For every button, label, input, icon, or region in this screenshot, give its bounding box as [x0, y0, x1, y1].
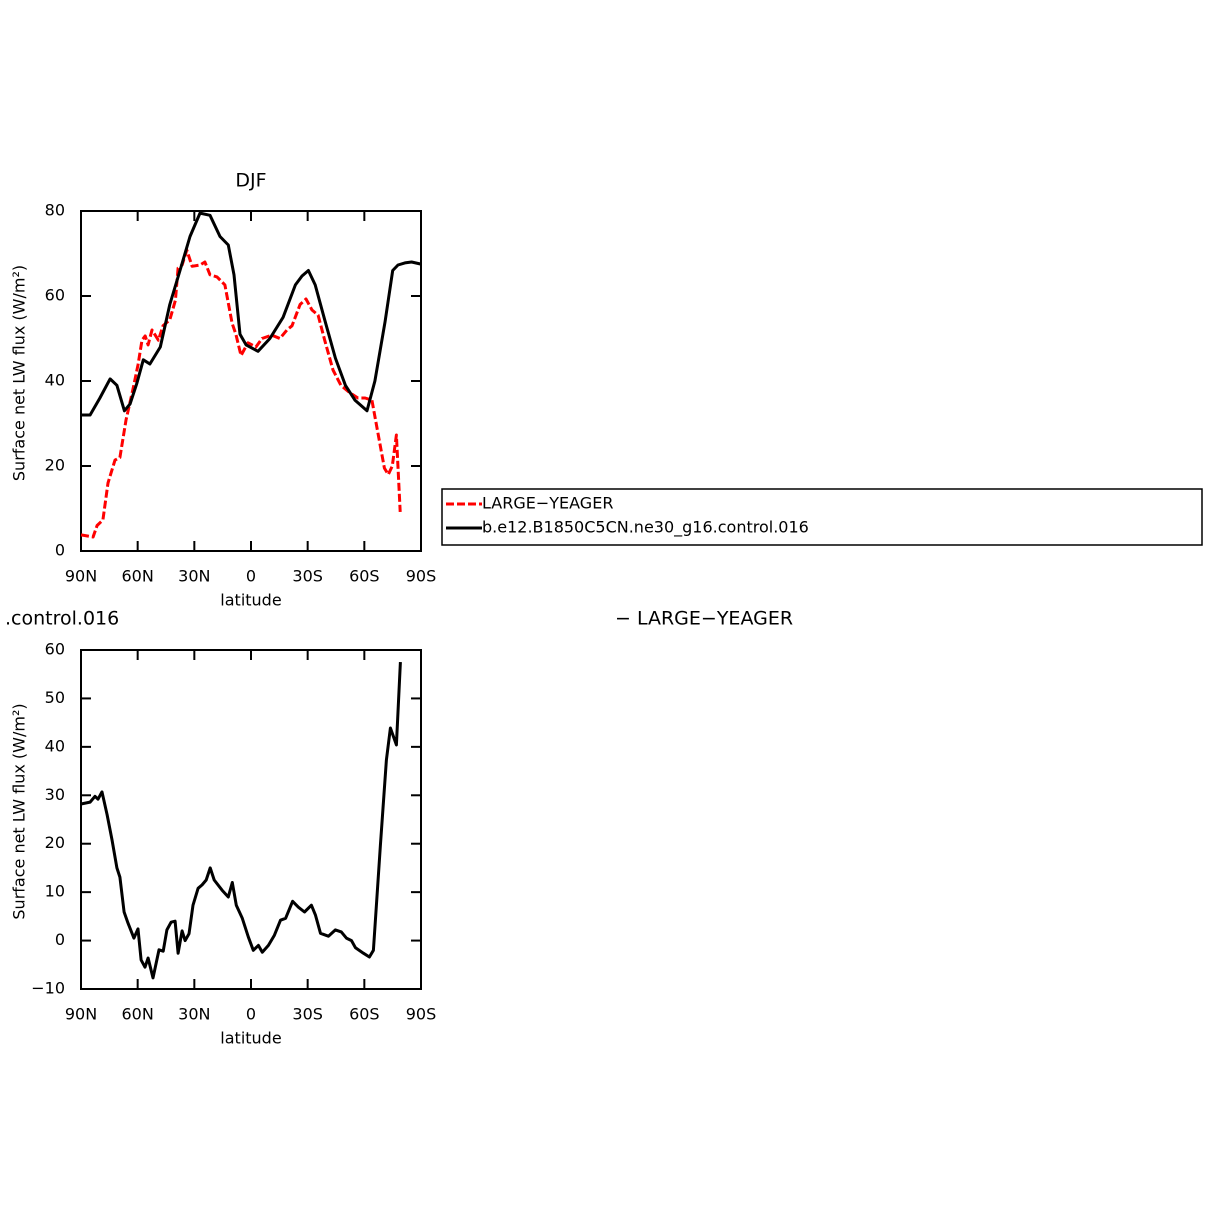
x-tick-label: 90S [406, 1005, 437, 1024]
y-tick-label: −10 [31, 979, 65, 998]
x-tick-label: 90N [65, 1005, 97, 1024]
y-axis-label: Surface net LW flux (W/m²) [10, 703, 29, 919]
y-tick-label: 60 [45, 640, 65, 659]
data-line [80, 662, 402, 980]
x-tick-label: 0 [246, 1005, 256, 1024]
chart-title: .control.016 [5, 608, 119, 630]
data-line [80, 248, 402, 539]
x-axis-label: latitude [220, 591, 281, 610]
y-tick-label: 80 [45, 201, 65, 220]
chart-title: DJF [235, 170, 266, 192]
y-tick-label: 0 [55, 930, 65, 949]
x-tick-label: 60S [349, 1005, 380, 1024]
y-tick-label: 0 [55, 541, 65, 560]
y-tick-label: 30 [45, 785, 65, 804]
x-tick-label: 0 [246, 567, 256, 586]
y-tick-label: 20 [45, 833, 65, 852]
x-tick-label: 60S [349, 567, 380, 586]
y-tick-label: 40 [45, 371, 65, 390]
y-axis-label: Surface net LW flux (W/m²) [10, 265, 29, 481]
y-tick-label: 40 [45, 736, 65, 755]
x-tick-label: 90S [406, 567, 437, 586]
y-tick-label: 50 [45, 688, 65, 707]
legend-box [441, 488, 1203, 546]
chart-subtitle: − LARGE−YEAGER [615, 608, 793, 630]
y-tick-label: 20 [45, 456, 65, 475]
plot-frame [80, 649, 422, 990]
x-tick-label: 90N [65, 567, 97, 586]
x-tick-label: 30N [178, 1005, 210, 1024]
x-tick-label: 30N [178, 567, 210, 586]
y-tick-label: 10 [45, 882, 65, 901]
plot-frame [80, 210, 422, 552]
x-tick-label: 60N [122, 1005, 154, 1024]
legend-label: b.e12.B1850C5CN.ne30_g16.control.016 [482, 518, 809, 538]
x-axis-label: latitude [220, 1029, 281, 1048]
x-tick-label: 60N [122, 567, 154, 586]
x-tick-label: 30S [292, 567, 323, 586]
legend-label: LARGE−YEAGER [482, 494, 613, 513]
y-tick-label: 60 [45, 286, 65, 305]
x-tick-label: 30S [292, 1005, 323, 1024]
data-line [81, 211, 422, 417]
